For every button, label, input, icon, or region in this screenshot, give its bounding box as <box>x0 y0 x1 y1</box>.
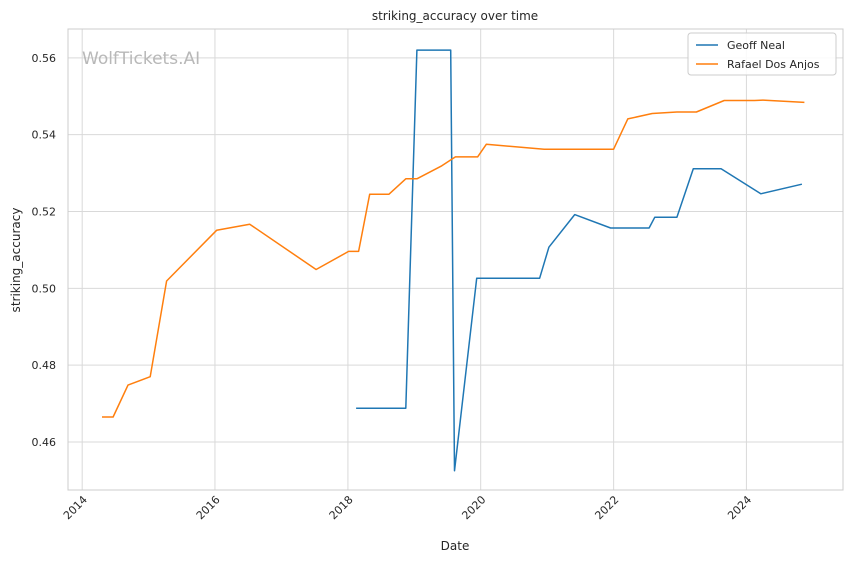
x-gridlines <box>81 29 747 490</box>
x-tick-label: 2018 <box>327 493 356 522</box>
y-tick-label: 0.52 <box>32 205 57 218</box>
x-tick-label: 2022 <box>592 493 621 522</box>
y-tick-label: 0.54 <box>32 129 57 142</box>
x-axis-label: Date <box>441 539 470 553</box>
legend-box <box>687 32 837 76</box>
x-axis-ticks: 2014 2016 2018 2020 2022 2024 <box>61 493 754 522</box>
chart-title: striking_accuracy over time <box>372 9 538 23</box>
y-axis-ticks: 0.46 0.48 0.50 0.52 0.54 0.56 <box>32 52 57 449</box>
y-tick-label: 0.50 <box>32 282 57 295</box>
legend-label-geoff-neal: Geoff Neal <box>727 39 785 52</box>
series-layer <box>102 49 805 472</box>
legend-label-rafael-dos-anjos: Rafael Dos Anjos <box>727 58 820 71</box>
legend: Geoff Neal Rafael Dos Anjos <box>687 32 837 76</box>
y-axis-label: striking_accuracy <box>9 208 23 313</box>
series-line-geoff-neal <box>356 49 803 472</box>
x-tick-label: 2020 <box>459 493 488 522</box>
x-tick-label: 2014 <box>61 493 90 522</box>
y-gridlines <box>68 57 843 443</box>
y-tick-label: 0.48 <box>32 359 57 372</box>
y-tick-label: 0.56 <box>32 52 57 65</box>
y-tick-label: 0.46 <box>32 436 57 449</box>
watermark-text: WolfTickets.AI <box>82 49 200 69</box>
x-tick-label: 2024 <box>725 493 754 522</box>
plot-frame <box>67 28 844 491</box>
x-tick-label: 2016 <box>194 493 223 522</box>
series-line-rafael-dos-anjos <box>102 99 805 418</box>
